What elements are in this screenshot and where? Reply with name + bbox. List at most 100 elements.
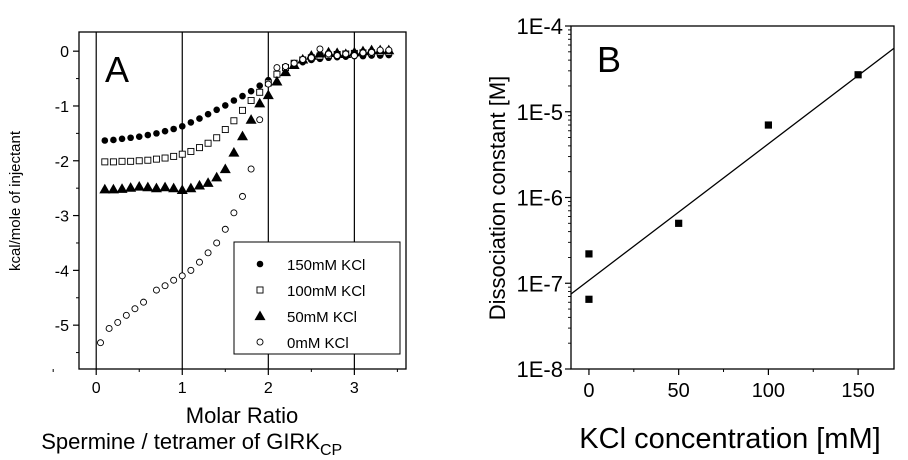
panel-a-point — [230, 209, 238, 217]
panel-a-y-tick-label: -2 — [55, 154, 69, 171]
panel-a-point — [140, 298, 148, 306]
panel-a-point — [239, 192, 246, 200]
panel-b-chart: 0 50 100 150 1E-8 1E-7 1E-6 1E-5 1E-4 B Dissocia… — [485, 14, 895, 455]
panel-a-point — [359, 49, 367, 57]
panel-a-label: A — [105, 49, 129, 90]
panel-a-y-tick-label: -4 — [55, 263, 69, 280]
panel-b-data-points — [585, 71, 862, 303]
panel-a-axis-ticks: 0 1 2 3 0 -1 -2 -3 -4 -5 — [52, 44, 398, 397]
panel-b-y-axis-label: Dissociation constant [M] — [485, 76, 510, 321]
panel-a-point — [125, 182, 137, 192]
panel-a-point — [133, 181, 145, 191]
panel-a-point — [219, 163, 231, 174]
panel-a-point — [271, 75, 283, 86]
panel-a-point — [211, 171, 223, 182]
panel-a-point — [202, 177, 214, 187]
panel-a-point — [247, 87, 255, 95]
panel-a-point — [159, 181, 171, 192]
panel-a-point — [239, 106, 246, 114]
panel-a-point — [376, 46, 384, 54]
panel-a-point — [193, 179, 205, 190]
panel-a-point — [230, 97, 238, 104]
panel-a-point — [176, 184, 188, 194]
panel-b-x-tick-label: 150 — [841, 380, 874, 402]
panel-a-point — [256, 116, 264, 124]
panel-a-point — [168, 182, 180, 193]
panel-a-point — [196, 115, 203, 122]
panel-b-y-tick-label: 1E-6 — [517, 186, 563, 211]
panel-b-axis-ticks: 0 50 100 150 1E-8 1E-7 1E-6 1E-5 1E-4 — [517, 14, 875, 402]
panel-a-point — [170, 125, 177, 133]
panel-a-point — [187, 147, 195, 155]
panel-a-legend-marker — [256, 286, 264, 294]
panel-a-point — [127, 134, 134, 142]
panel-a-point — [135, 157, 143, 165]
panel-a-point — [187, 266, 195, 274]
panel-a-point — [122, 311, 130, 319]
panel-a-point — [239, 92, 246, 100]
panel-a-point — [161, 154, 169, 162]
panel-a-point — [204, 110, 212, 118]
panel-a-point — [221, 126, 229, 134]
panel-a-point — [97, 339, 104, 347]
panel-a-point — [118, 157, 126, 165]
panel-a-legend-entry: 100mM KCl — [287, 283, 365, 300]
panel-a-x-tick-label: 1 — [178, 380, 187, 397]
panel-a-point — [228, 147, 240, 157]
panel-a-point — [204, 139, 212, 147]
panel-a-legend: 150mM KCl 100mM KCl 50mM KCl 0mM KCl — [233, 241, 401, 355]
panel-a-point — [170, 152, 178, 160]
panel-a-point — [247, 97, 255, 104]
panel-b-point — [585, 295, 593, 303]
panel-a-point — [105, 324, 113, 332]
panel-a-point — [282, 63, 290, 70]
panel-a-point — [221, 225, 229, 233]
panel-a-point — [161, 127, 169, 135]
panel-a-point — [314, 47, 326, 58]
panel-b-x-tick-label: 0 — [583, 380, 594, 402]
panel-a-point — [195, 144, 203, 152]
panel-a-point — [152, 155, 160, 163]
panel-a-point — [178, 150, 186, 158]
panel-a-y-tick-label: -3 — [55, 209, 69, 226]
panel-a-point — [153, 130, 160, 137]
panel-a-point — [142, 181, 154, 192]
panel-a-x-axis-label-line1: Molar Ratio — [186, 403, 298, 428]
panel-a-point — [204, 249, 212, 257]
panel-b-y-tick-label: 1E-5 — [517, 100, 563, 125]
panel-b-x-tick-label: 100 — [752, 380, 785, 402]
panel-a-data-points — [97, 44, 395, 347]
panel-a-point — [290, 59, 298, 67]
panel-a-point — [316, 45, 324, 53]
panel-a-point — [307, 54, 315, 62]
panel-a-point — [256, 88, 264, 96]
panel-a-legend-marker — [256, 338, 264, 346]
panel-b-point — [585, 250, 593, 258]
panel-a-point — [342, 50, 350, 58]
panel-a-point — [118, 135, 126, 143]
panel-a-point — [280, 66, 292, 77]
panel-a-point — [368, 48, 376, 56]
panel-a-plot-frame — [78, 31, 407, 370]
panel-a-point — [254, 97, 266, 108]
panel-a-point — [101, 158, 109, 166]
panel-a-point — [237, 130, 248, 141]
panel-a-x-axis-label-subscript: CP — [320, 442, 342, 459]
panel-a-point — [245, 114, 257, 124]
panel-b-point — [854, 71, 862, 79]
panel-a-point — [256, 82, 264, 90]
panel-a-point — [178, 272, 186, 280]
panel-a-point — [116, 183, 128, 193]
panel-b-y-tick-label: 1E-4 — [517, 14, 563, 39]
panel-a-y-tick-label: 0 — [60, 44, 69, 61]
panel-a-point — [170, 276, 178, 284]
panel-a-point — [264, 80, 272, 88]
panel-a-point — [187, 119, 195, 126]
panel-a-point — [385, 46, 393, 54]
panel-a-point — [101, 137, 109, 144]
panel-a-legend-entry: 50mM KCl — [287, 309, 357, 326]
panel-a-point — [247, 165, 255, 173]
panel-a-point — [213, 239, 221, 247]
panel-a-y-axis-label: kcal/mole of injectant — [7, 130, 24, 271]
